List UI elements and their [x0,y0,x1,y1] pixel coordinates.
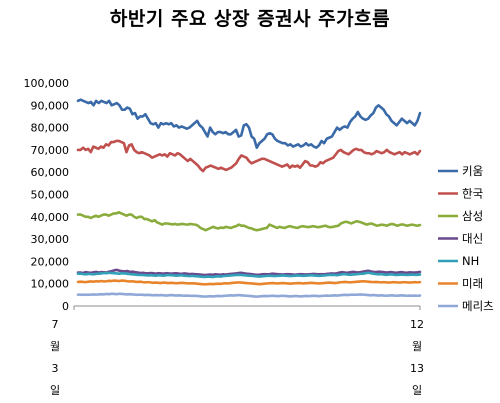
y-tick-label: 80,000 [31,122,70,135]
series-lines [76,98,422,298]
x-axis: 7 월 3 일 12 월 13 일 [50,305,424,397]
x-start-label: 월 [50,340,60,353]
series-line-2 [76,211,422,232]
y-tick-label: 0 [62,300,69,313]
legend-label: 한국 [462,187,483,201]
chart-title: 하반기 주요 상장 증권사 주가흐름 [109,8,391,30]
legend-label: 미래 [462,277,483,291]
series-line-6 [76,292,422,298]
y-axis: 0 10,000 20,000 30,000 40,000 50,000 60,000 70,… [24,77,70,313]
y-tick-label: 100,000 [24,77,70,90]
x-end-label: 일 [412,383,422,397]
series-line-1 [76,139,422,173]
legend-label: 메리츠 [462,299,494,313]
x-end-label: 12 [410,318,424,331]
series-line-3 [76,268,422,277]
legend-label: NH [462,254,479,268]
y-tick-label: 20,000 [31,255,70,268]
series-line-5 [76,279,422,286]
y-tick-label: 50,000 [31,189,70,202]
legend-label: 삼성 [462,209,483,223]
y-tick-label: 10,000 [31,278,70,291]
y-tick-label: 70,000 [31,144,70,157]
legend-label: 키움 [462,164,483,178]
x-start-label: 7 [52,318,59,331]
x-end-label: 월 [412,340,422,353]
x-end-label: 13 [410,362,424,375]
y-tick-label: 60,000 [31,166,70,179]
x-start-label: 3 [52,362,59,375]
series-line-4 [76,271,422,279]
y-tick-label: 30,000 [31,233,70,246]
x-start-label: 일 [50,383,60,397]
y-tick-label: 40,000 [31,211,70,224]
legend-label: 대신 [462,232,483,246]
y-tick-label: 90,000 [31,99,70,112]
series-line-0 [76,98,422,149]
